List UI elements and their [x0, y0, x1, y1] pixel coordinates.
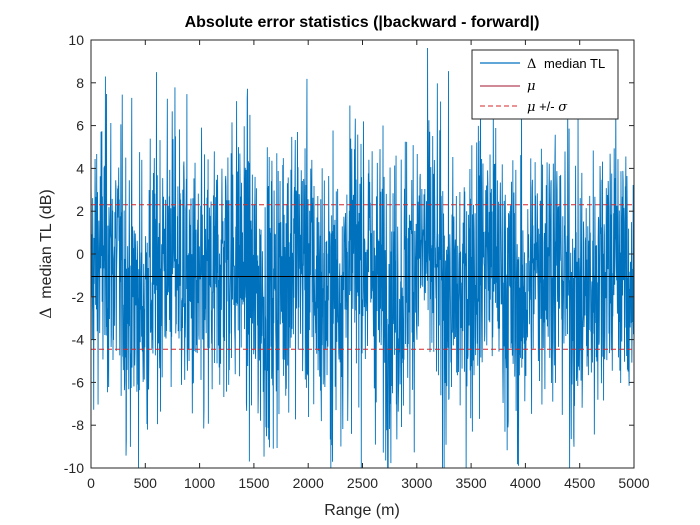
legend-sigma-sigma: σ	[558, 100, 568, 115]
y-axis-label-text: median TL (dB)	[38, 189, 55, 298]
x-tick-label: 4500	[564, 475, 595, 491]
legend-mean-symbol: μ	[527, 79, 535, 94]
legend-median-symbol: Δ	[527, 57, 536, 72]
y-tick-label: 10	[68, 32, 84, 48]
legend-label-median: Δ median TL	[527, 56, 605, 72]
y-tick-label: 6	[76, 118, 84, 134]
series-median-tl	[90, 47, 635, 469]
legend-sigma-text: +/-	[535, 99, 558, 114]
x-tick-label: 4000	[510, 475, 541, 491]
chart-title: Absolute error statistics (|backward - f…	[185, 14, 540, 31]
y-axis-label: Δ median TL (dB)	[36, 189, 55, 318]
y-tick-label: 8	[76, 75, 84, 91]
x-tick-label: 500	[134, 475, 158, 491]
y-tick-label: -10	[64, 460, 84, 476]
legend-sigma-mu: μ	[527, 100, 535, 115]
x-axis-label: Range (m)	[324, 502, 400, 519]
legend-box	[471, 49, 619, 120]
y-axis-label-symbol: Δ	[36, 307, 55, 319]
x-tick-label: 0	[87, 475, 95, 491]
y-tick-label: -4	[72, 332, 85, 348]
x-tick-label: 2000	[293, 475, 324, 491]
y-tick-label: 2	[76, 203, 84, 219]
legend-label-mean: μ	[527, 79, 535, 94]
legend-label-sigma: μ +/- σ	[527, 99, 568, 115]
x-tick-label: 1500	[238, 475, 269, 491]
legend-median-text: median TL	[544, 56, 605, 71]
x-tick-label: 3000	[401, 475, 432, 491]
x-tick-label: 5000	[618, 475, 649, 491]
x-tick-label: 2500	[347, 475, 378, 491]
y-tick-label: -2	[72, 289, 85, 305]
y-tick-label: 4	[76, 160, 84, 176]
series-layer	[90, 47, 635, 469]
y-tick-label: -6	[72, 374, 85, 390]
y-tick-label: 0	[76, 246, 84, 262]
x-tick-label: 3500	[456, 475, 487, 491]
x-tick-label: 1000	[184, 475, 215, 491]
ticks-layer: 0 500 1000 1500 2000 2500 3000 3500 4000 4500 5000…	[64, 32, 650, 491]
legend: Δ median TL μ μ +/- σ	[471, 49, 619, 120]
y-tick-label: -8	[72, 417, 85, 433]
